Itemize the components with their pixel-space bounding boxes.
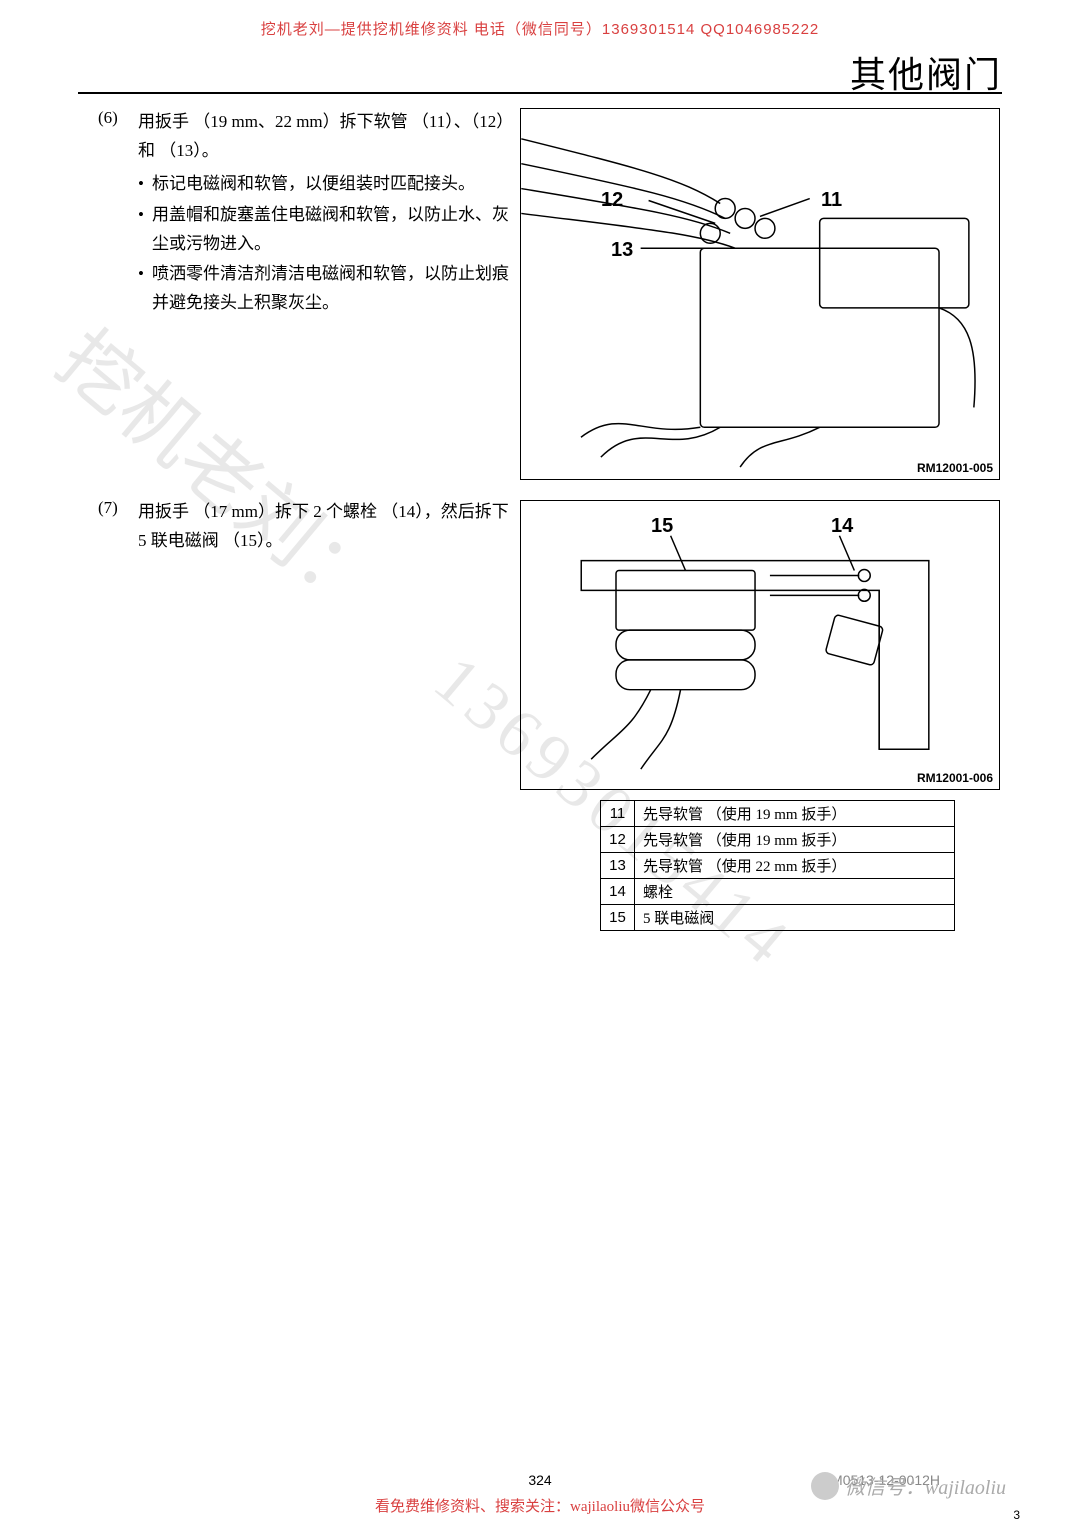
figure-1-drawing xyxy=(521,109,999,479)
page-title: 其他阀门 xyxy=(850,46,1002,98)
part-num: 15 xyxy=(601,905,635,931)
step-7: (7) 用扳手 （17 mm）拆下 2 个螺栓 （14），然后拆下 5 联电磁阀… xyxy=(98,498,518,562)
part-desc: 先导软管 （使用 19 mm 扳手） xyxy=(635,801,955,827)
callout-15: 15 xyxy=(651,515,673,538)
callout-13: 13 xyxy=(611,239,633,262)
part-desc: 螺栓 xyxy=(635,879,955,905)
table-row: 12先导软管 （使用 19 mm 扳手） xyxy=(601,827,955,853)
bullet: 用盖帽和旋塞盖住电磁阀和软管，以防止水、灰尘或污物进入。 xyxy=(138,201,518,259)
bullet: 标记电磁阀和软管，以便组装时匹配接头。 xyxy=(138,170,518,199)
figure-id: RM12001-005 xyxy=(917,461,993,475)
bottom-banner: 看免费维修资料、搜索关注：wajilaoliu微信公众号 xyxy=(0,1495,1080,1516)
step-text: 用扳手 （17 mm）拆下 2 个螺栓 （14），然后拆下 5 联电磁阀 （15… xyxy=(138,502,509,550)
part-desc: 5 联电磁阀 xyxy=(635,905,955,931)
watermark-text: 挖机老刘： xyxy=(38,300,409,636)
bullet: 喷洒零件清洁剂清洁电磁阀和软管，以防止划痕并避免接头上积聚灰尘。 xyxy=(138,260,518,318)
figure-1: 12 11 13 RM12001-005 xyxy=(520,108,1000,480)
callout-14: 14 xyxy=(831,515,853,538)
step-text: 用扳手 （19 mm、22 mm）拆下软管 （11）、（12）和 （13）。 xyxy=(138,112,513,160)
figure-2-drawing xyxy=(521,501,999,789)
callout-11: 11 xyxy=(821,189,842,212)
step-body: 用扳手 （19 mm、22 mm）拆下软管 （11）、（12）和 （13）。 标… xyxy=(138,108,518,320)
part-num: 11 xyxy=(601,801,635,827)
part-num: 13 xyxy=(601,853,635,879)
callout-12: 12 xyxy=(601,189,623,212)
step-number: (6) xyxy=(98,108,138,128)
part-desc: 先导软管 （使用 19 mm 扳手） xyxy=(635,827,955,853)
table-row: 11先导软管 （使用 19 mm 扳手） xyxy=(601,801,955,827)
step-bullets: 标记电磁阀和软管，以便组装时匹配接头。 用盖帽和旋塞盖住电磁阀和软管，以防止水、… xyxy=(138,170,518,318)
top-banner: 挖机老刘—提供挖机维修资料 电话（微信同号）1369301514 QQ10469… xyxy=(0,18,1080,39)
page-number: 324 xyxy=(528,1472,551,1488)
step-body: 用扳手 （17 mm）拆下 2 个螺栓 （14），然后拆下 5 联电磁阀 （15… xyxy=(138,498,518,556)
table-row: 155 联电磁阀 xyxy=(601,905,955,931)
part-num: 14 xyxy=(601,879,635,905)
figure-2: 15 14 RM12001-006 xyxy=(520,500,1000,790)
figure-id: RM12001-006 xyxy=(917,771,993,785)
step-number: (7) xyxy=(98,498,138,518)
table-row: 13先导软管 （使用 22 mm 扳手） xyxy=(601,853,955,879)
part-num: 12 xyxy=(601,827,635,853)
part-desc: 先导软管 （使用 22 mm 扳手） xyxy=(635,853,955,879)
parts-table: 11先导软管 （使用 19 mm 扳手） 12先导软管 （使用 19 mm 扳手… xyxy=(600,800,955,931)
table-row: 14螺栓 xyxy=(601,879,955,905)
title-rule xyxy=(78,92,1002,94)
